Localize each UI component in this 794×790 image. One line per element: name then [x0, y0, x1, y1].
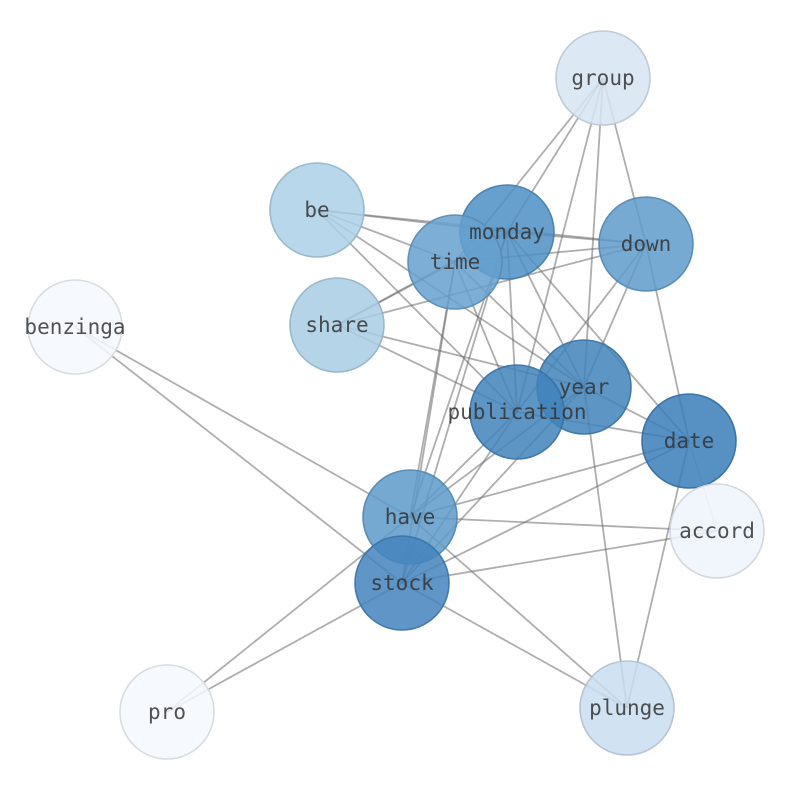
node-plunge	[579, 660, 675, 756]
node-label-time: time	[430, 250, 481, 274]
edge-year-plunge	[583, 386, 628, 709]
node-date	[641, 393, 737, 489]
node-label-be: be	[304, 198, 329, 222]
node-group	[555, 30, 651, 126]
node-label-have: have	[385, 505, 436, 529]
node-stock	[354, 535, 450, 631]
node-label-share: share	[305, 313, 368, 337]
node-benzinga	[27, 279, 123, 375]
node-publication	[469, 364, 565, 460]
node-accord	[669, 483, 765, 579]
node-label-publication: publication	[447, 400, 586, 424]
node-label-year: year	[559, 375, 610, 399]
node-label-plunge: plunge	[589, 696, 665, 720]
edge-date-stock	[401, 440, 690, 584]
edge-stock-accord	[401, 530, 718, 584]
edge-group-publication	[516, 77, 604, 413]
node-share	[289, 277, 385, 373]
node-label-down: down	[621, 232, 672, 256]
edge-date-have	[409, 440, 690, 518]
node-label-benzinga: benzinga	[24, 315, 125, 339]
node-label-stock: stock	[370, 571, 434, 595]
node-label-group: group	[571, 66, 634, 90]
edge-group-year	[583, 77, 604, 388]
edge-have-benzinga	[74, 326, 411, 518]
node-label-accord: accord	[679, 519, 755, 543]
node-time	[407, 214, 503, 310]
node-label-date: date	[664, 429, 715, 453]
edge-have-accord	[409, 516, 718, 532]
edge-have-plunge	[409, 516, 628, 709]
node-be	[269, 162, 365, 258]
edge-stock-benzinga	[74, 326, 403, 584]
node-label-monday: monday	[469, 220, 545, 244]
node-pro	[119, 664, 215, 760]
node-down	[598, 196, 694, 292]
node-label-pro: pro	[148, 700, 186, 724]
